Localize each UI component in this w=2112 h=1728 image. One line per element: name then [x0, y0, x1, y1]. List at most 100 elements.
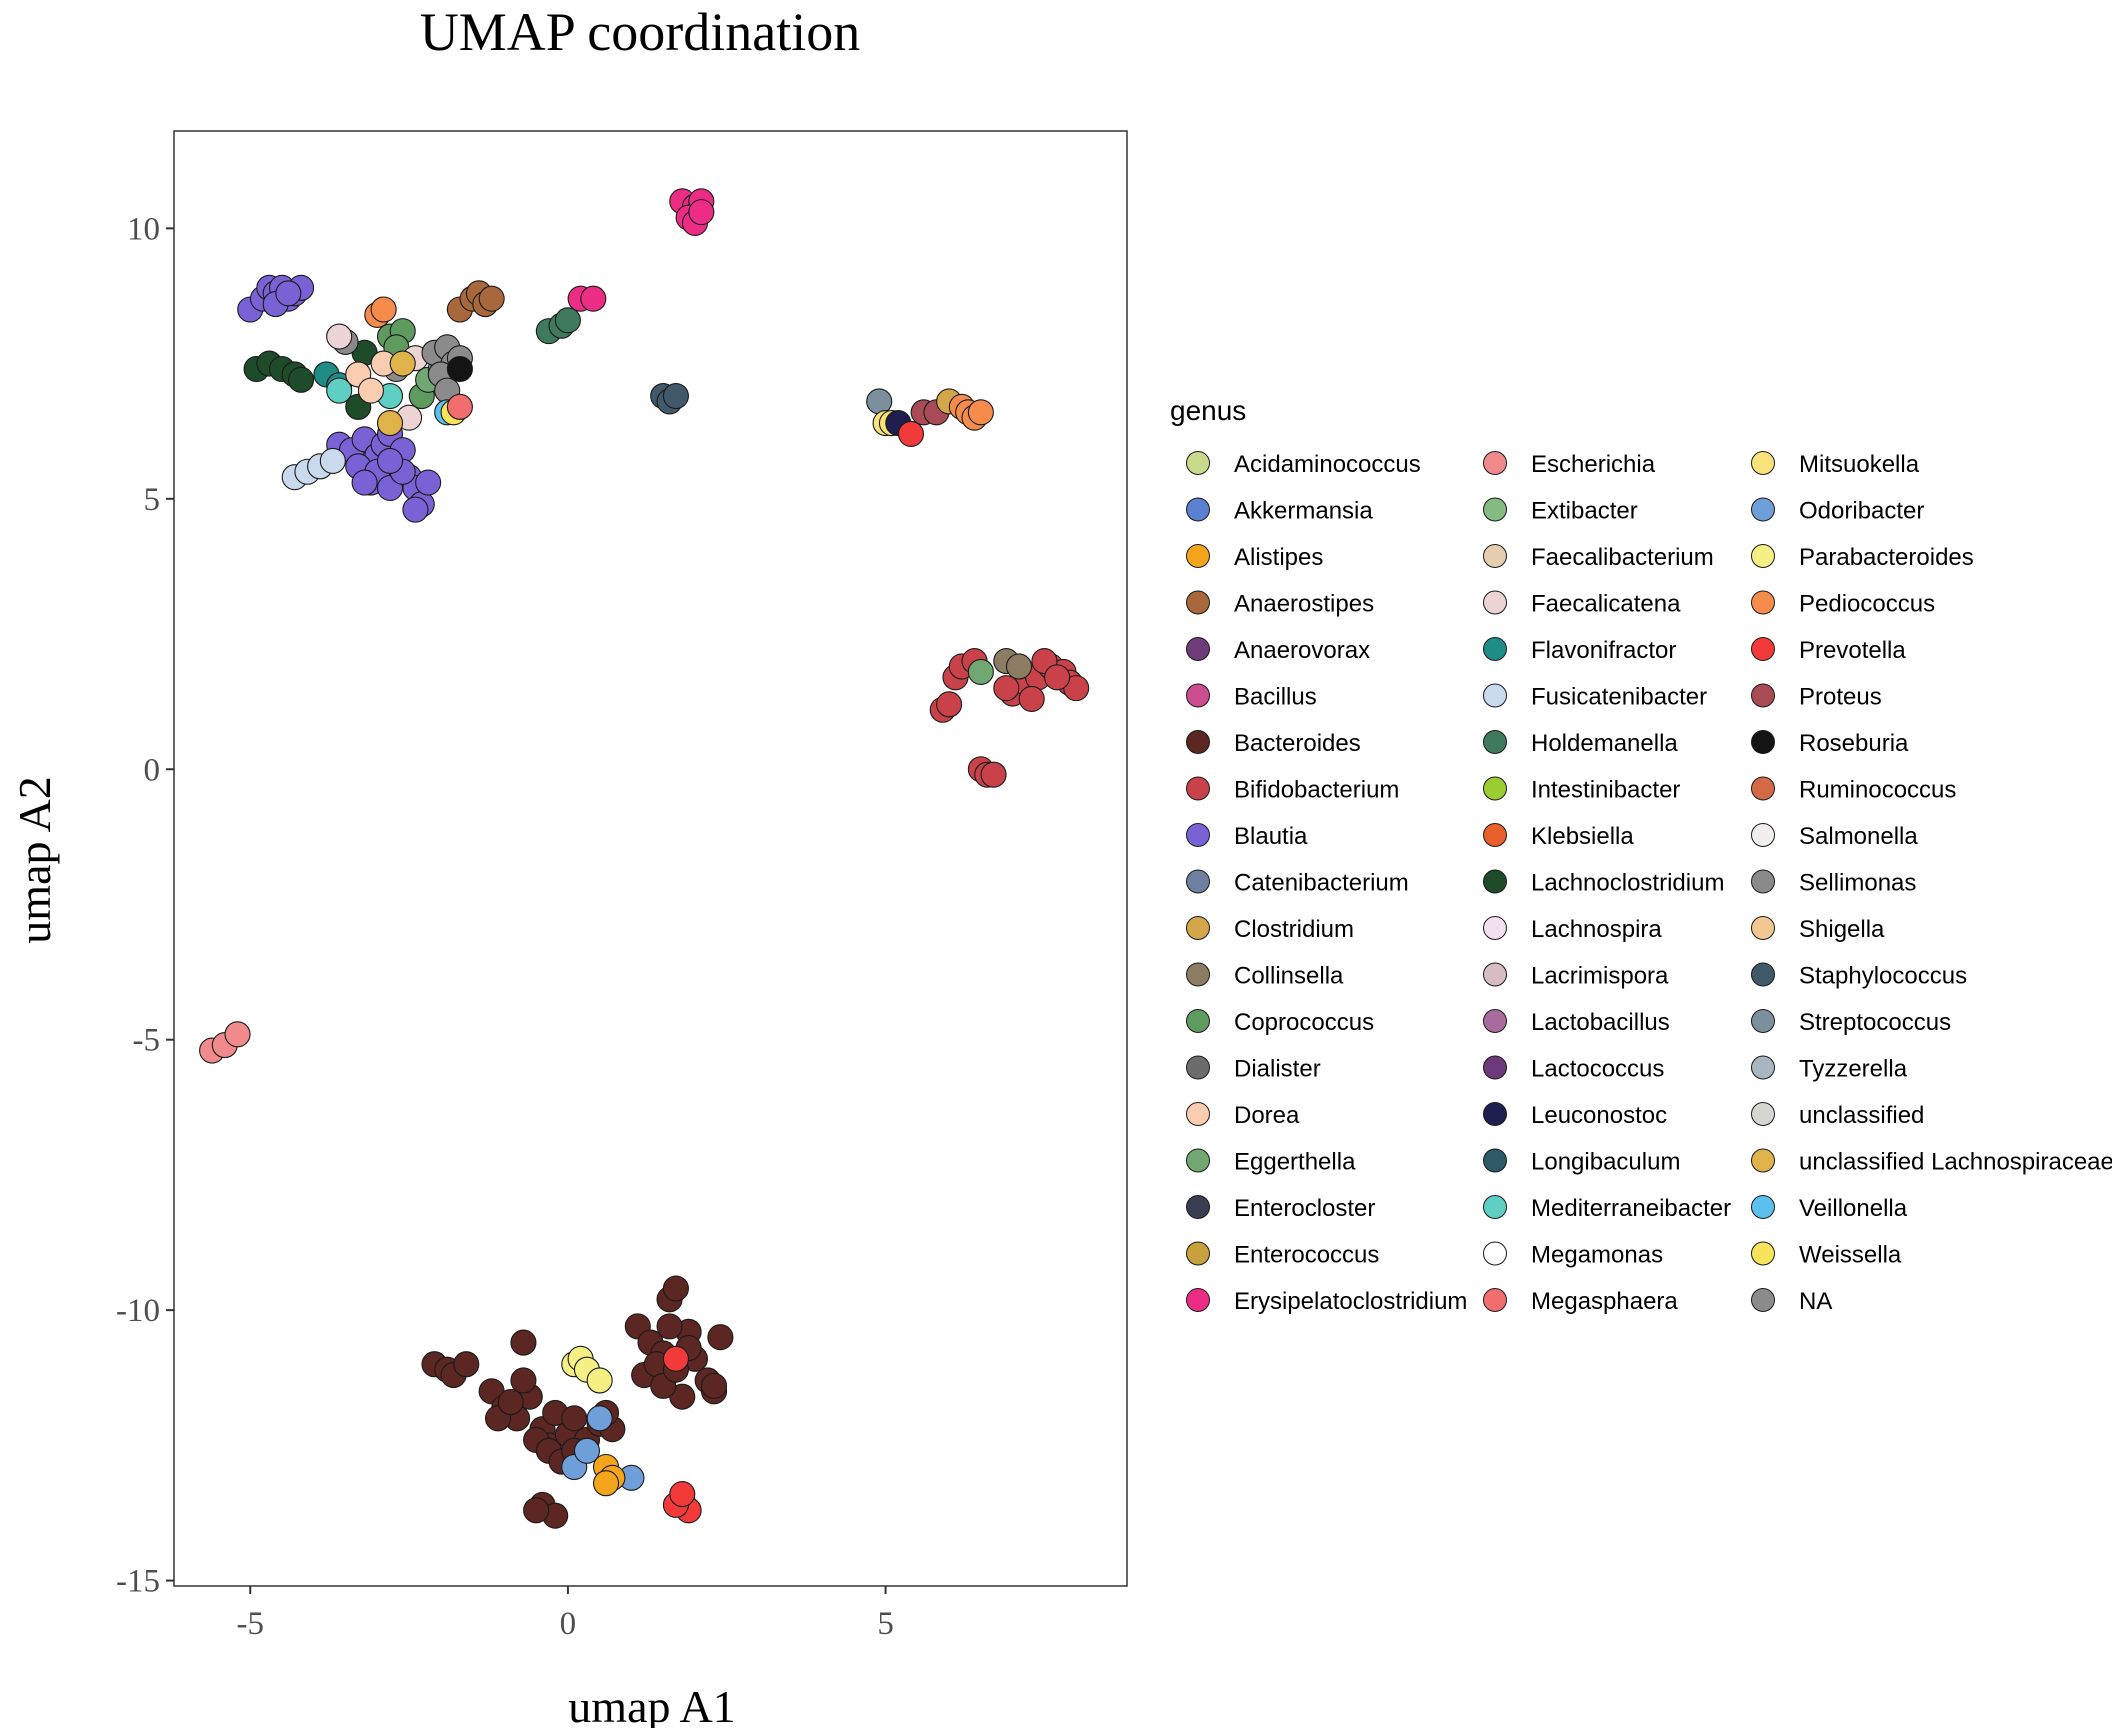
y-tick-label: -15 — [116, 1564, 160, 1600]
legend-label: Enterocloster — [1234, 1195, 1375, 1222]
legend-label: Lactococcus — [1531, 1056, 1664, 1083]
point-bacteroides — [497, 1389, 524, 1416]
x-tick-label: 0 — [560, 1606, 577, 1642]
legend-label: Mitsuokella — [1799, 451, 1920, 478]
point-bacteroides — [510, 1329, 537, 1356]
legend-key — [1186, 497, 1210, 522]
legend-label: Fusicatenibacter — [1531, 684, 1707, 711]
point-blautia — [275, 280, 302, 307]
point-bacteroides — [662, 1275, 689, 1302]
legend-label: Odoribacter — [1799, 498, 1924, 525]
legend-label: Bacteroides — [1234, 730, 1361, 757]
legend-label: Alistipes — [1234, 544, 1323, 571]
point-prevotella — [662, 1345, 689, 1372]
legend-key — [1186, 1148, 1210, 1173]
point-holdemanella — [554, 307, 581, 334]
legend-key — [1483, 637, 1507, 661]
legend-label: Lacrimispora — [1531, 963, 1669, 990]
legend-label: Escherichia — [1531, 451, 1656, 478]
chart-title: UMAP coordination — [420, 2, 860, 62]
legend-label: Veillonella — [1799, 1195, 1908, 1222]
legend-key — [1751, 1195, 1775, 1219]
legend-key — [1751, 1288, 1775, 1312]
legend-label: Sellimonas — [1799, 870, 1916, 897]
legend-key — [1186, 776, 1210, 801]
legend-label: Tyzzerella — [1799, 1056, 1908, 1083]
legend-key — [1751, 590, 1775, 615]
legend-label: Faecalicatena — [1531, 591, 1681, 618]
legend-key — [1751, 451, 1775, 475]
point-dorea — [357, 377, 385, 404]
legend-key — [1186, 683, 1210, 708]
legend-label: Enterococcus — [1234, 1242, 1379, 1269]
legend-key — [1186, 869, 1210, 894]
point-roseburia — [446, 355, 473, 383]
point-pediococcus — [967, 399, 994, 426]
legend-key — [1751, 962, 1775, 987]
point-bifidobacterium — [1044, 664, 1071, 691]
legend-key — [1483, 590, 1507, 615]
legend: genus Acidaminococcus Akkermansia Alistipe… — [1170, 395, 2112, 1315]
point-bifidobacterium — [993, 675, 1020, 702]
legend-key — [1483, 1102, 1507, 1126]
legend-label: Leuconostoc — [1531, 1102, 1667, 1129]
y-tick-label: 5 — [144, 482, 161, 518]
legend-key — [1186, 1009, 1210, 1033]
legend-key — [1483, 1195, 1507, 1219]
point-unclassified-lachnospiraceae — [389, 350, 416, 377]
legend-label: Holdemanella — [1531, 730, 1678, 757]
legend-label: Erysipelatoclostridium — [1234, 1288, 1467, 1315]
point-blautia — [351, 469, 378, 496]
point-prevotella — [669, 1480, 696, 1508]
legend-key — [1186, 1241, 1210, 1266]
point-bacteroides — [510, 1367, 537, 1394]
legend-label: Dorea — [1234, 1102, 1300, 1129]
legend-label: Lactobacillus — [1531, 1009, 1670, 1036]
legend-key — [1186, 962, 1210, 987]
legend-key — [1751, 1009, 1775, 1033]
point-parabacteroides — [586, 1367, 613, 1394]
legend-label: Pediococcus — [1799, 591, 1935, 618]
legend-label: Akkermansia — [1234, 498, 1373, 525]
legend-key — [1483, 544, 1507, 568]
x-tick-label: 5 — [877, 1606, 894, 1642]
point-bacteroides — [707, 1324, 734, 1351]
legend-label: NA — [1799, 1288, 1832, 1315]
legend-key — [1186, 544, 1210, 568]
legend-key — [1186, 637, 1210, 661]
legend-key — [1483, 1288, 1507, 1312]
plot-area — [173, 130, 1128, 1587]
legend-key — [1751, 1241, 1775, 1266]
point-escherichia — [224, 1021, 251, 1048]
legend-label: Flavonifractor — [1531, 637, 1676, 664]
legend-key — [1483, 1241, 1507, 1266]
y-tick-label: -5 — [133, 1023, 161, 1059]
legend-key — [1751, 916, 1775, 940]
point-odoribacter — [573, 1437, 601, 1464]
legend-label: Weissella — [1799, 1242, 1902, 1269]
y-tick-label: 10 — [127, 211, 160, 247]
point-erysipelatoclostridium — [688, 199, 715, 226]
legend-label: Mediterraneibacter — [1531, 1195, 1731, 1222]
point-odoribacter — [586, 1405, 613, 1432]
legend-label: Bifidobacterium — [1234, 777, 1399, 804]
point-bacteroides — [523, 1497, 550, 1524]
x-axis: -5 0 5 — [236, 1586, 894, 1642]
legend-label: Megasphaera — [1531, 1288, 1678, 1315]
point-bifidobacterium — [1018, 685, 1045, 712]
legend-label: unclassified Lachnospiraceae — [1799, 1149, 2112, 1176]
legend-key — [1751, 823, 1775, 847]
point-mediterraneibacter — [326, 377, 353, 404]
legend-key — [1751, 1148, 1775, 1173]
legend-key — [1483, 962, 1507, 987]
point-bifidobacterium — [936, 691, 963, 718]
legend-label: Faecalibacterium — [1531, 544, 1714, 571]
point-fusicatenibacter — [319, 447, 346, 474]
legend-key — [1186, 451, 1210, 475]
legend-label: Klebsiella — [1531, 823, 1634, 850]
legend-key — [1751, 1102, 1775, 1126]
y-tick-label: 0 — [144, 752, 161, 788]
legend-key — [1483, 730, 1507, 754]
point-bacteroides — [561, 1405, 588, 1432]
legend-key — [1483, 497, 1507, 522]
